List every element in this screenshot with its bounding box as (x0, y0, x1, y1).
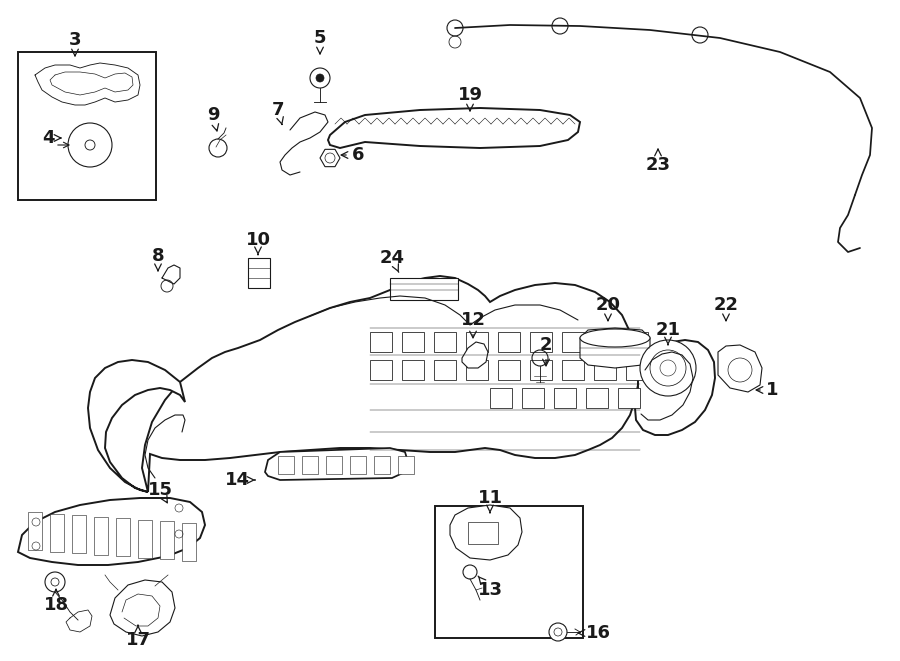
Polygon shape (88, 360, 185, 492)
Bar (530, 332, 552, 352)
Bar (326, 456, 342, 474)
Polygon shape (110, 580, 175, 636)
Circle shape (650, 350, 686, 386)
Text: 19: 19 (457, 86, 482, 111)
Bar (594, 332, 616, 352)
Bar (402, 332, 424, 352)
Bar (374, 456, 390, 474)
Text: 1: 1 (756, 381, 778, 399)
Text: 21: 21 (655, 321, 680, 344)
Text: 11: 11 (478, 489, 502, 513)
Circle shape (447, 20, 463, 36)
Bar (138, 520, 152, 557)
Circle shape (692, 27, 708, 43)
Bar (116, 518, 130, 556)
Text: 13: 13 (478, 576, 502, 599)
Polygon shape (450, 505, 522, 560)
Bar (554, 388, 576, 408)
Bar (594, 360, 616, 380)
Bar (435, 506, 583, 638)
Text: 23: 23 (645, 149, 670, 174)
Text: 15: 15 (148, 481, 173, 503)
Circle shape (552, 18, 568, 34)
Bar (562, 360, 584, 380)
Bar (522, 388, 544, 408)
Bar (490, 388, 512, 408)
Bar (182, 522, 196, 561)
Circle shape (549, 623, 567, 641)
Text: 10: 10 (246, 231, 271, 254)
Bar (72, 515, 86, 553)
Bar (350, 456, 366, 474)
Text: 12: 12 (461, 311, 485, 338)
Bar (402, 360, 424, 380)
Text: 7: 7 (272, 101, 284, 124)
Bar (302, 456, 318, 474)
Bar (626, 332, 648, 352)
Text: 2: 2 (540, 336, 553, 366)
Bar (434, 360, 456, 380)
Polygon shape (18, 498, 205, 565)
Bar (160, 521, 174, 559)
Text: 24: 24 (380, 249, 404, 272)
Ellipse shape (580, 329, 650, 347)
Bar (390, 278, 458, 300)
Bar (398, 456, 414, 474)
Polygon shape (580, 328, 650, 368)
Bar (498, 332, 520, 352)
Bar (18, 52, 156, 200)
Bar (618, 388, 640, 408)
Bar (530, 360, 552, 380)
Polygon shape (328, 108, 580, 148)
Text: 4: 4 (41, 129, 61, 147)
Bar (248, 258, 270, 288)
Polygon shape (265, 448, 408, 480)
Bar (370, 332, 392, 352)
Circle shape (640, 340, 696, 396)
Text: 18: 18 (43, 590, 68, 614)
Polygon shape (462, 342, 488, 368)
Bar (586, 388, 608, 408)
Bar (466, 332, 488, 352)
Text: 16: 16 (578, 624, 610, 642)
Text: 5: 5 (314, 29, 326, 54)
Polygon shape (142, 276, 638, 492)
Bar (466, 360, 488, 380)
Bar (278, 456, 294, 474)
Bar (370, 360, 392, 380)
Circle shape (45, 572, 65, 592)
Text: 6: 6 (341, 146, 365, 164)
Bar (468, 522, 498, 544)
Bar (626, 360, 648, 380)
Text: 17: 17 (125, 625, 150, 649)
Text: 3: 3 (68, 31, 81, 56)
Polygon shape (320, 149, 340, 167)
Bar (94, 516, 108, 555)
Text: 14: 14 (224, 471, 255, 489)
Bar (50, 514, 64, 551)
Text: 9: 9 (207, 106, 220, 131)
Text: 8: 8 (152, 247, 165, 271)
Circle shape (316, 74, 324, 82)
Circle shape (728, 358, 752, 382)
Bar (28, 512, 42, 550)
Polygon shape (718, 345, 762, 392)
Bar (562, 332, 584, 352)
Polygon shape (635, 340, 715, 435)
Text: 20: 20 (596, 296, 620, 321)
Text: 22: 22 (714, 296, 739, 321)
Bar (434, 332, 456, 352)
Bar (498, 360, 520, 380)
